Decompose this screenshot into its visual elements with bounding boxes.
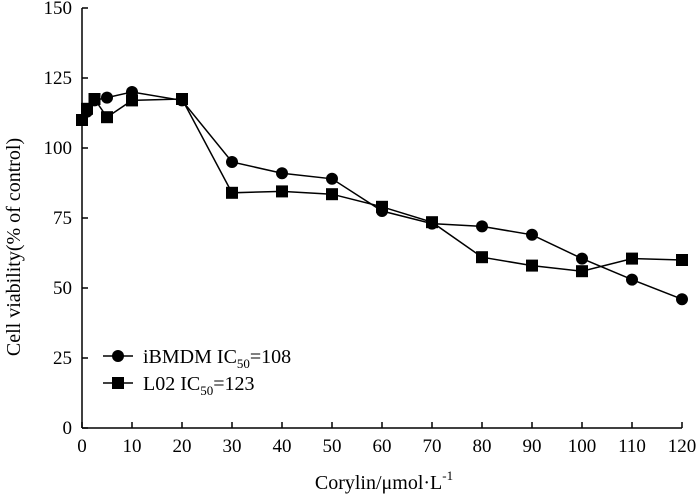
point-ibmdm — [226, 156, 238, 168]
x-tick-label: 120 — [668, 436, 697, 457]
point-l02 — [676, 254, 688, 266]
x-tick-label: 0 — [77, 436, 87, 457]
x-tick-label: 110 — [618, 436, 646, 457]
y-tick-label: 150 — [44, 0, 73, 19]
point-l02 — [326, 188, 338, 201]
x-axis-label-main: Corylin/μmol·L — [315, 472, 442, 494]
y-axis-label: Cell viability(% of control) — [3, 138, 25, 356]
y-tick-label: 125 — [44, 68, 73, 89]
x-axis-ticks: 0 10 20 30 40 50 60 70 80 90 100 110 120 — [77, 422, 696, 457]
point-ibmdm — [676, 293, 688, 306]
x-tick-label: 30 — [223, 436, 242, 457]
x-tick-label: 60 — [373, 436, 392, 457]
y-tick-label: 25 — [53, 348, 72, 369]
point-l02 — [126, 94, 138, 107]
series-line-l02 — [81, 97, 683, 272]
x-tick-label: 70 — [423, 436, 442, 457]
point-l02 — [576, 265, 588, 278]
y-tick-label: 50 — [53, 278, 72, 299]
point-l02 — [176, 93, 188, 105]
point-l02 — [626, 252, 638, 265]
point-ibmdm — [276, 167, 288, 180]
x-tick-label: 10 — [123, 436, 142, 457]
x-tick-label: 90 — [523, 436, 542, 457]
point-ibmdm — [101, 91, 113, 104]
series-ibmdm — [76, 86, 688, 306]
x-tick-label: 100 — [568, 436, 597, 457]
point-ibmdm — [476, 220, 488, 233]
x-tick-label: 80 — [473, 436, 492, 457]
point-ibmdm — [526, 228, 538, 241]
legend-label-l02: L02 IC50=123 — [143, 373, 255, 398]
point-ibmdm — [576, 252, 588, 265]
point-l02 — [376, 200, 388, 213]
point-l02 — [476, 251, 488, 264]
y-tick-label: 75 — [53, 208, 72, 229]
x-tick-label: 40 — [273, 436, 292, 457]
series-l02 — [76, 93, 688, 278]
series-line-ibmdm — [81, 91, 683, 300]
legend-label-ibmdm: iBMDM IC50=108 — [143, 346, 291, 371]
point-l02 — [426, 216, 438, 229]
point-l02 — [88, 93, 101, 105]
point-l02 — [526, 259, 538, 272]
y-tick-label: 0 — [63, 418, 73, 439]
point-l02 — [76, 114, 88, 126]
x-axis-label-superscript: -1 — [442, 468, 453, 483]
y-tick-label: 100 — [44, 138, 73, 159]
y-axis-ticks: 0 25 50 75 100 125 150 — [44, 0, 88, 439]
x-axis-label: Corylin/μmol·L-1 — [315, 468, 453, 494]
legend: iBMDM IC50=108 L02 IC50=123 — [103, 346, 291, 398]
point-l02 — [81, 102, 93, 115]
point-l02 — [276, 185, 288, 198]
legend-marker-ibmdm — [112, 350, 124, 362]
legend-marker-l02 — [112, 377, 124, 389]
point-ibmdm — [626, 273, 638, 286]
x-tick-label: 50 — [323, 436, 342, 457]
series-layer — [76, 86, 688, 306]
point-l02 — [101, 111, 113, 124]
point-ibmdm — [326, 172, 338, 185]
x-tick-label: 20 — [173, 436, 192, 457]
point-l02 — [226, 186, 238, 199]
